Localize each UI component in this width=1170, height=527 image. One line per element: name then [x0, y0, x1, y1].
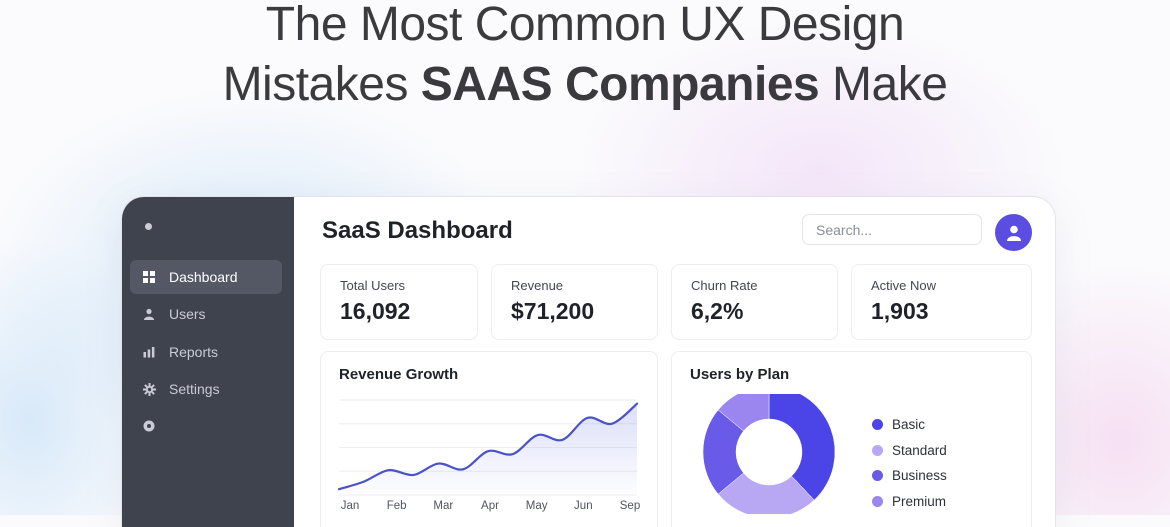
legend-label: Business — [892, 468, 947, 483]
legend-swatch — [872, 419, 883, 430]
revenue-growth-panel: Revenue Growth Jan Feb Mar Apr May Jun Sep — [320, 351, 658, 527]
legend-swatch — [872, 470, 883, 481]
chart-title: Users by Plan — [690, 366, 789, 383]
headline-prefix: Mistakes — [223, 58, 421, 111]
sidebar: Dashboard Users Reports Settings — [122, 197, 294, 527]
gear-icon — [142, 382, 156, 396]
chart-legend: Basic Standard Business Premium — [872, 412, 947, 514]
sidebar-item-extra[interactable] — [130, 409, 282, 443]
legend-item: Basic — [872, 412, 947, 438]
logo-dot-icon — [145, 223, 152, 230]
legend-item: Standard — [872, 438, 947, 464]
sidebar-item-settings[interactable]: Settings — [130, 372, 282, 406]
x-tick-label: Feb — [387, 500, 407, 512]
avatar[interactable] — [995, 214, 1032, 251]
stat-value: $71,200 — [511, 298, 594, 325]
headline-line-2: Mistakes SAAS Companies Make — [0, 56, 1170, 114]
headline-suffix: Make — [819, 58, 947, 111]
stat-label: Revenue — [511, 278, 563, 293]
page-title: SaaS Dashboard — [322, 217, 513, 245]
sidebar-item-users[interactable]: Users — [130, 297, 282, 331]
chart-title: Revenue Growth — [339, 366, 458, 383]
stat-value: 16,092 — [340, 298, 410, 325]
legend-item: Premium — [872, 489, 947, 515]
user-avatar-icon — [1005, 224, 1023, 242]
x-tick-label: Jan — [341, 500, 360, 512]
stat-card-active-now: Active Now 1,903 — [851, 264, 1032, 340]
bar-chart-icon — [142, 345, 156, 359]
main-content: SaaS Dashboard Total Users 16,092 Revenu… — [294, 197, 1055, 527]
x-tick-label: Jun — [574, 500, 593, 512]
headline-emphasis: SAAS Companies — [421, 58, 819, 111]
stat-value: 6,2% — [691, 298, 743, 325]
users-by-plan-panel: Users by Plan Basic Standard Business Premi… — [671, 351, 1032, 527]
users-by-plan-donut — [703, 394, 843, 514]
sidebar-item-label: Users — [169, 306, 206, 322]
stat-card-revenue: Revenue $71,200 — [491, 264, 658, 340]
x-tick-label: Mar — [433, 500, 453, 512]
stat-label: Churn Rate — [691, 278, 757, 293]
sidebar-item-label: Dashboard — [169, 269, 238, 285]
grid-icon — [142, 270, 156, 284]
dashboard-window: Dashboard Users Reports Settings — [122, 197, 1055, 527]
stat-card-churn-rate: Churn Rate 6,2% — [671, 264, 838, 340]
legend-item: Business — [872, 463, 947, 489]
legend-label: Standard — [892, 443, 947, 458]
legend-swatch — [872, 496, 883, 507]
user-icon — [142, 307, 156, 321]
legend-swatch — [872, 445, 883, 456]
legend-label: Basic — [892, 417, 925, 432]
sidebar-item-reports[interactable]: Reports — [130, 335, 282, 369]
stat-card-total-users: Total Users 16,092 — [320, 264, 478, 340]
search-input[interactable] — [802, 214, 982, 245]
legend-label: Premium — [892, 494, 946, 509]
eye-icon — [142, 419, 156, 433]
sidebar-item-dashboard[interactable]: Dashboard — [130, 260, 282, 294]
stat-label: Total Users — [340, 278, 405, 293]
x-tick-label: May — [526, 500, 548, 512]
x-tick-label: Apr — [481, 500, 499, 512]
stat-label: Active Now — [871, 278, 936, 293]
stat-value: 1,903 — [871, 298, 929, 325]
sidebar-item-label: Reports — [169, 344, 218, 360]
page-headline: The Most Common UX Design Mistakes SAAS … — [0, 0, 1170, 114]
x-tick-label: Sep — [620, 500, 640, 512]
headline-line-1: The Most Common UX Design — [0, 0, 1170, 54]
sidebar-item-label: Settings — [169, 381, 220, 397]
